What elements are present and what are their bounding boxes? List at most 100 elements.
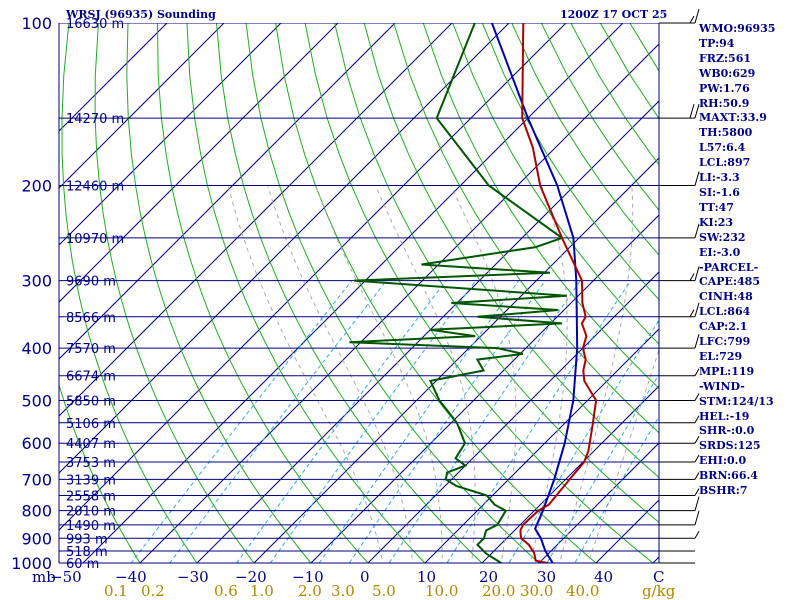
- dry-adiabat-line: [59, 383, 141, 563]
- moist-adiabat-line: [375, 185, 476, 563]
- wind-barb-flag: [689, 273, 695, 281]
- pressure-tick-label: 600: [21, 434, 52, 453]
- mixing-ratio-line: [269, 280, 477, 563]
- index-item: MAXT:33.9: [699, 111, 767, 125]
- dry-adiabat-line: [334, 23, 659, 524]
- height-tick-label: 993 m: [66, 532, 108, 547]
- moist-adiabat-line: [587, 348, 659, 563]
- temperature-tick-label: −30: [177, 568, 209, 586]
- index-item: SHR-:0.0: [699, 424, 755, 438]
- height-tick-label: 4407 m: [66, 437, 116, 452]
- index-item: LCL:897: [699, 156, 751, 170]
- index-item: WMO:96935: [699, 22, 776, 35]
- moist-adiabat-line: [558, 185, 634, 563]
- dry-adiabat-line: [275, 23, 597, 563]
- index-item: SRDS:125: [699, 439, 761, 453]
- temperature-unit-label: C: [653, 568, 665, 586]
- height-tick-label: 5106 m: [66, 417, 116, 432]
- moist-adiabat-line: [227, 185, 384, 563]
- index-item: PW:1.76: [699, 81, 750, 95]
- mixing-ratio-unit-label: g/kg: [642, 582, 676, 600]
- wind-barb-flag: [694, 496, 700, 511]
- mixing-ratio-line: [546, 373, 659, 563]
- dry-adiabat-line: [61, 23, 198, 563]
- wind-barb-flag: [694, 223, 700, 239]
- dry-adiabat-line: [511, 23, 659, 256]
- dry-adiabat-line: [216, 23, 483, 563]
- index-item: BSHR:7: [699, 484, 748, 498]
- dry-adiabat-line: [422, 23, 659, 390]
- height-tick-label: 3139 m: [66, 473, 116, 488]
- y-axis-unit-label: mb: [32, 568, 56, 586]
- dry-adiabat-line: [126, 23, 312, 563]
- index-item: TP:94: [699, 36, 735, 50]
- index-item: LCL:864: [699, 305, 751, 319]
- indices-panel: WMO:96935 TP:94 FRZ:561 WB0:629 PW:1.76 RH:50…: [699, 22, 799, 499]
- temperature-tick-label: −10: [292, 568, 324, 586]
- pressure-tick-label: 800: [21, 502, 52, 521]
- pressure-tick-label: 200: [21, 177, 52, 196]
- mixing-ratio-line: [574, 415, 659, 563]
- mixing-ratio-line: [169, 280, 387, 563]
- index-item: -WIND-: [699, 379, 745, 393]
- index-item: HEL:-19: [699, 409, 750, 423]
- mixing-ratio-tick-label: 5.0: [372, 582, 396, 600]
- index-item: KI:23: [699, 215, 734, 229]
- wind-barb-flag: [689, 309, 695, 318]
- mixing-ratio-tick-label: 0.1: [104, 582, 128, 600]
- wind-barb-flag: [694, 8, 700, 24]
- dry-adiabat-line: [481, 23, 659, 301]
- pressure-tick-label: 500: [21, 391, 52, 410]
- isotherm-line: [59, 23, 339, 303]
- temperature-tick-label: 0: [360, 568, 370, 586]
- height-tick-label: 1490 m: [66, 519, 116, 534]
- index-item: FRZ:561: [699, 51, 752, 65]
- chart-station-title: WRSJ (96935) Sounding: [66, 8, 216, 21]
- moist-adiabat-line: [529, 185, 568, 563]
- moist-adiabat-line: [450, 185, 517, 563]
- wind-barb-flag: [694, 368, 700, 376]
- height-tick-label: 10970 m: [66, 232, 124, 247]
- index-item: WB0:629: [699, 66, 756, 80]
- isotherm-line: [139, 43, 659, 563]
- dewpoint-line: [349, 23, 567, 563]
- temperature-tick-label: −20: [235, 568, 267, 586]
- wind-barb-flag: [694, 488, 700, 496]
- isotherm-line: [59, 23, 225, 189]
- mixing-ratio-tick-label: 0.2: [141, 582, 165, 600]
- mixing-ratio-tick-label: 40.0: [566, 582, 600, 600]
- wind-barb-flag: [694, 171, 700, 186]
- wind-barb-flag: [694, 454, 700, 463]
- mixing-ratio-tick-label: 10.0: [425, 582, 459, 600]
- index-item: EL:729: [699, 349, 743, 363]
- height-tick-label: 2010 m: [66, 505, 116, 520]
- pressure-tick-label: 300: [21, 272, 52, 291]
- mixing-ratio-tick-label: 20.0: [482, 582, 516, 600]
- height-tick-label: 5850 m: [66, 394, 116, 409]
- index-item: TT:47: [699, 200, 734, 214]
- wind-barb-flag: [694, 393, 700, 401]
- isotherm-line: [82, 23, 624, 563]
- mixing-ratio-tick-label: 1.0: [250, 582, 274, 600]
- index-item: L57:6.4: [699, 141, 746, 155]
- isotherm-line: [59, 23, 396, 360]
- sounding-curves: [349, 23, 598, 563]
- mixing-ratio-line: [130, 280, 353, 563]
- wind-barb-flag: [689, 15, 695, 24]
- index-item: SI:-1.6: [699, 185, 740, 199]
- index-item: SW:232: [699, 230, 746, 244]
- temperature-tick-label: 30: [537, 568, 557, 586]
- axes: [58, 23, 660, 564]
- index-item: RH:50.9: [699, 96, 750, 110]
- wind-barb-flag: [689, 103, 695, 119]
- height-tick-label: 60 m: [66, 557, 99, 572]
- wind-barbs: [659, 8, 700, 564]
- mixing-ratio-line: [388, 280, 581, 563]
- chart-time-title: 1200Z 17 OCT 25: [560, 8, 668, 21]
- mixing-ratio-tick-label: 2.0: [298, 582, 322, 600]
- wind-barb-flag: [694, 333, 700, 349]
- isotherm-line: [59, 23, 567, 531]
- index-item: EI:-3.0: [699, 245, 741, 259]
- wind-barb-flag: [694, 415, 700, 424]
